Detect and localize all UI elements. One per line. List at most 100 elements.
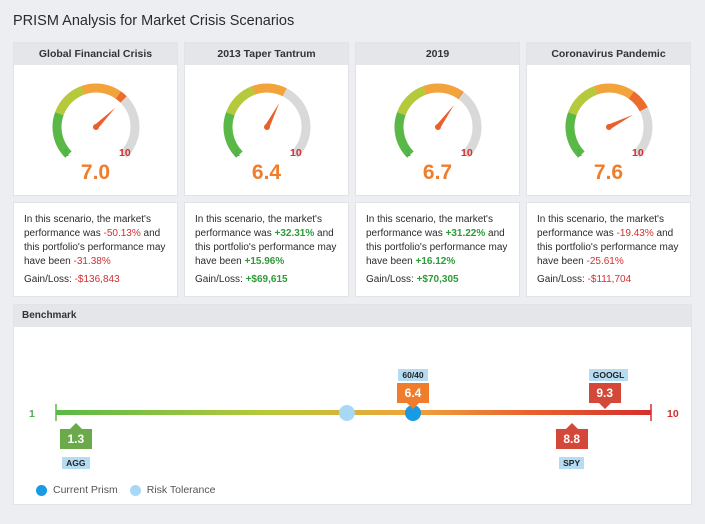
- description-text-a: In this scenario, the market's performan…: [24, 214, 151, 239]
- gauge-card: 2013 Taper Tantrum 1 10 6.4: [184, 42, 349, 196]
- market-performance: -19.43%: [616, 228, 654, 239]
- scenario-description: In this scenario, the market's performan…: [366, 213, 511, 269]
- scenario-detail-card: In this scenario, the market's performan…: [184, 202, 349, 297]
- portfolio-performance: +15.96%: [244, 256, 285, 267]
- scenario-score: 7.6: [593, 161, 624, 184]
- gauge-fill-segment: [55, 86, 85, 116]
- gain-loss-value: -$136,843: [74, 274, 120, 285]
- scenario-description: In this scenario, the market's performan…: [195, 213, 340, 269]
- gauge-fill-segment: [115, 91, 127, 103]
- gauge-min-label: 1: [234, 147, 240, 159]
- scenario-detail-card: In this scenario, the market's performan…: [13, 202, 178, 297]
- gain-loss: Gain/Loss: -$111,704: [537, 274, 631, 285]
- market-performance: -50.13%: [103, 228, 141, 239]
- market-performance: +32.31%: [274, 228, 315, 239]
- gauge-hub: [606, 124, 612, 130]
- current-prism-marker: [405, 405, 421, 421]
- portfolio-performance: -25.61%: [586, 256, 624, 267]
- gain-loss-value: +$70,305: [416, 274, 459, 285]
- scenario-description: In this scenario, the market's performan…: [24, 213, 169, 269]
- scenario-score: 6.7: [422, 161, 453, 184]
- gauge-fill-segment: [223, 112, 243, 158]
- current-prism-legend-label: Current Prism: [53, 484, 118, 496]
- benchmark-marker-spy: 8.8 SPY: [555, 423, 588, 471]
- gain-loss-value: -$111,704: [587, 274, 632, 285]
- gauge-card: Coronavirus Pandemic 1 10 7.6: [526, 42, 691, 196]
- benchmark-marker-label: 60/40: [398, 369, 428, 381]
- gain-loss: Gain/Loss: -$136,843: [24, 274, 120, 285]
- benchmark-marker-6040: 60/40 6.4: [397, 365, 429, 409]
- gauge-hub: [435, 124, 441, 130]
- market-performance: +31.22%: [445, 228, 486, 239]
- gauge-card: 2019 1 10 6.7: [355, 42, 520, 196]
- risk-tolerance-legend-dot: [129, 484, 141, 496]
- gauge-max-label: 10: [119, 147, 131, 159]
- current-prism-legend-dot: [36, 484, 47, 496]
- benchmark-marker-value: 6.4: [397, 383, 429, 409]
- scenario-detail-card: In this scenario, the market's performan…: [526, 202, 691, 297]
- benchmark-marker-value: 1.3: [59, 423, 92, 449]
- benchmark-marker-googl: GOOGL 9.3: [588, 365, 629, 409]
- gauge-fill-segment: [252, 83, 287, 97]
- gauge-fill-segment: [226, 86, 256, 116]
- gauge-fill-segment: [81, 83, 121, 99]
- gain-loss: Gain/Loss: +$70,305: [366, 274, 459, 285]
- description-text-b: and this portfolio's performance may hav…: [537, 228, 679, 267]
- gauge-needle: [607, 114, 634, 130]
- benchmark-marker-label: SPY: [559, 457, 585, 469]
- gauge-min-label: 1: [63, 147, 69, 159]
- description-text-a: In this scenario, the market's performan…: [537, 214, 664, 239]
- description-text-a: In this scenario, the market's performan…: [366, 214, 493, 239]
- description-text-b: and this portfolio's performance may hav…: [366, 228, 508, 267]
- benchmark-marker-label: AGG: [62, 457, 90, 469]
- page-title: PRISM Analysis for Market Crisis Scenari…: [13, 13, 295, 29]
- gauge-fill-segment: [565, 112, 585, 158]
- gauge-hub: [264, 124, 270, 130]
- gauge-fill-segment: [52, 112, 72, 158]
- gauge-hub: [93, 124, 99, 130]
- gain-loss: Gain/Loss: +$69,615: [195, 274, 288, 285]
- benchmark-marker-value: 9.3: [588, 383, 621, 409]
- gauge-max-label: 10: [290, 147, 302, 159]
- gauge-card: Global Financial Crisis 1 10 7.0: [13, 42, 178, 196]
- scenario-detail-card: In this scenario, the market's performan…: [355, 202, 520, 297]
- gauge-needle: [435, 105, 454, 129]
- gain-loss-value: +$69,615: [245, 274, 288, 285]
- gauge-fill-segment: [568, 86, 598, 116]
- benchmark-marker-label: GOOGL: [588, 369, 629, 381]
- gauge-dial: [565, 83, 653, 158]
- scale-min-label: 1: [29, 408, 35, 420]
- benchmark-marker-agg: 1.3 AGG: [59, 423, 92, 471]
- scale-max-label: 10: [667, 408, 679, 420]
- gauge-max-label: 10: [632, 147, 644, 159]
- portfolio-performance: +16.12%: [415, 256, 456, 267]
- gain-loss-label: Gain/Loss:: [366, 274, 417, 285]
- benchmark-title: Benchmark: [14, 305, 691, 327]
- gauge-fill-segment: [394, 112, 414, 158]
- gauge-dial: [52, 83, 140, 158]
- gauge-dial: [394, 83, 482, 158]
- portfolio-performance: -31.38%: [73, 256, 111, 267]
- risk-tolerance-legend-label: Risk Tolerance: [146, 484, 216, 496]
- gauge-needle: [94, 107, 116, 129]
- gain-loss-label: Gain/Loss:: [537, 274, 588, 285]
- gauge-dial: [223, 83, 311, 158]
- gauge-needle: [264, 102, 280, 129]
- description-text-b: and this portfolio's performance may hav…: [195, 228, 337, 267]
- gauge-fill-segment: [397, 86, 427, 116]
- description-text-b: and this portfolio's performance may hav…: [24, 228, 166, 267]
- scenario-title: 2013 Taper Tantrum: [185, 43, 348, 65]
- gauge-min-label: 1: [405, 147, 411, 159]
- gauge-max-label: 10: [461, 147, 473, 159]
- benchmark-legend: Current Prism Risk Tolerance: [36, 484, 215, 496]
- gain-loss-label: Gain/Loss:: [195, 274, 246, 285]
- gain-loss-label: Gain/Loss:: [24, 274, 75, 285]
- risk-tolerance-marker: [338, 405, 355, 421]
- gauge-fill-segment: [628, 91, 648, 112]
- gauge-fill-segment: [423, 83, 463, 99]
- benchmark-scale: [55, 404, 652, 421]
- scenario-title: Global Financial Crisis: [14, 43, 177, 65]
- scenario-score: 7.0: [80, 161, 111, 184]
- benchmark-panel: Benchmark 1 10 60/40 6.4 GOOGL 9.3 1.3 AGG 8.8…: [13, 304, 692, 505]
- scenario-description: In this scenario, the market's performan…: [537, 213, 682, 269]
